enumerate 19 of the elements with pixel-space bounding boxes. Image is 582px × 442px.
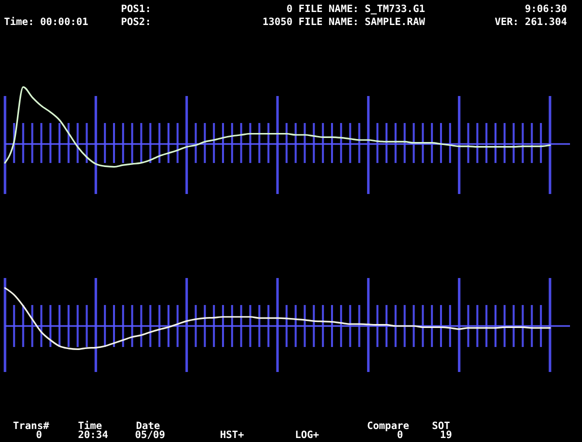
text: Time bbox=[78, 420, 102, 432]
text: LOG+ bbox=[295, 430, 320, 441]
text: 19 bbox=[440, 430, 452, 441]
text: Time: 00:00:01 bbox=[4, 16, 88, 28]
text: Trans# bbox=[13, 421, 50, 432]
text: POS1: bbox=[121, 4, 152, 15]
text: SOT bbox=[432, 421, 450, 432]
text: Date bbox=[136, 421, 160, 432]
text: POS2: bbox=[121, 17, 152, 28]
text: 20:34 bbox=[78, 430, 108, 441]
text: HST+ bbox=[220, 430, 244, 441]
text: 0 bbox=[396, 430, 404, 441]
text: 9:06:30 bbox=[524, 4, 567, 15]
text: Compare bbox=[367, 421, 410, 432]
text: 0 bbox=[36, 430, 42, 441]
text: 0 FILE NAME: S_TM733.G1 bbox=[286, 4, 425, 15]
text: 05/09 bbox=[135, 430, 166, 441]
text: VER: 261.304 bbox=[494, 17, 567, 28]
text: 13050 FILE NAME: SAMPLE.RAW bbox=[262, 17, 426, 28]
